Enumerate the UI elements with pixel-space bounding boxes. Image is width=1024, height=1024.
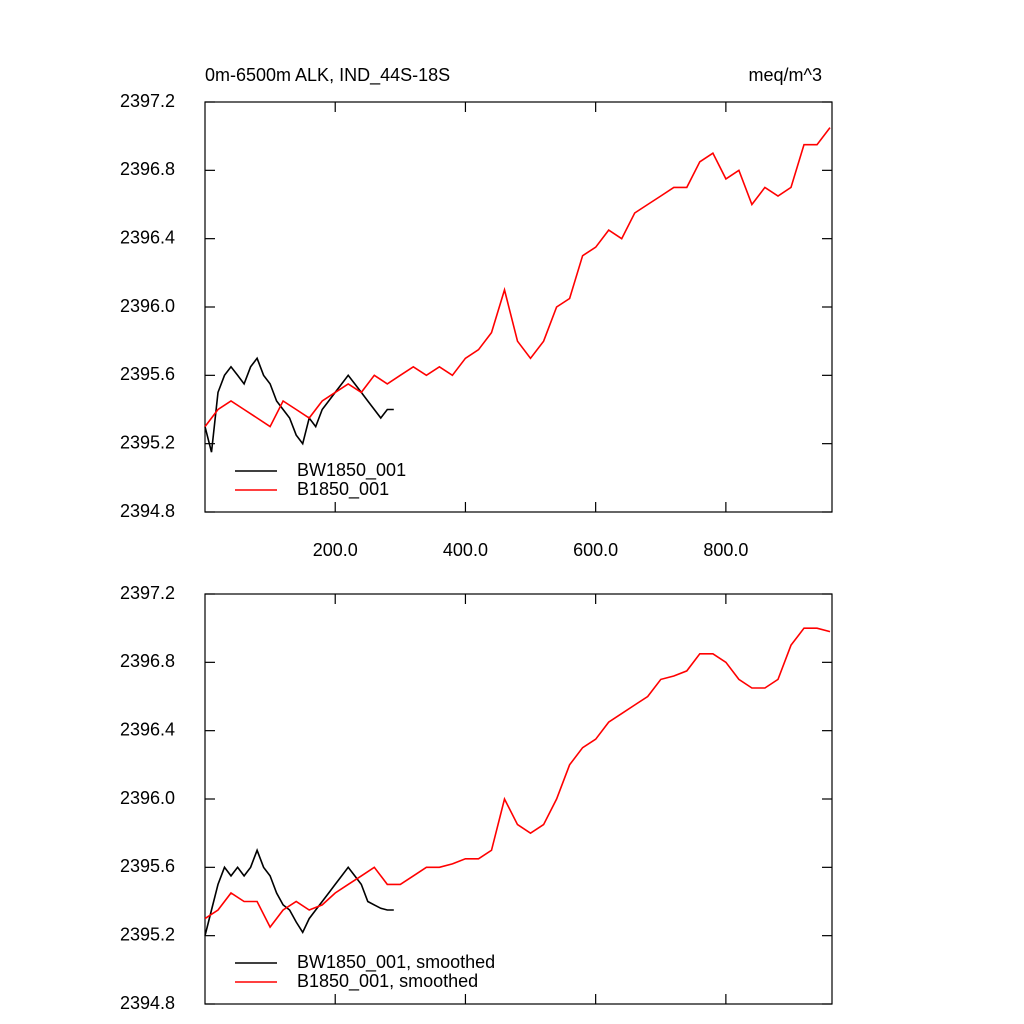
legend-label: BW1850_001 (297, 460, 406, 481)
y-tick-label: 2396.8 (120, 651, 175, 671)
data-line (204, 627, 831, 929)
x-tick-label: 200.0 (313, 540, 358, 560)
chart-title: 0m-6500m ALK, IND_44S-18S (205, 65, 450, 86)
y-tick-label: 2397.2 (120, 91, 175, 111)
y-tick-label: 2396.0 (120, 788, 175, 808)
legend-label: BW1850_001, smoothed (297, 952, 495, 973)
y-tick-label: 2394.8 (120, 993, 175, 1013)
y-tick-label: 2396.4 (120, 227, 175, 247)
legend-label: B1850_001, smoothed (297, 971, 478, 992)
x-tick-label: 400.0 (443, 540, 488, 560)
y-tick-label: 2394.8 (120, 501, 175, 521)
x-tick-label: 600.0 (573, 540, 618, 560)
y-tick-label: 2396.0 (120, 296, 175, 316)
y-tick-label: 2396.8 (120, 159, 175, 179)
y-tick-label: 2395.6 (120, 364, 175, 384)
y-tick-label: 2395.2 (120, 432, 175, 452)
data-line (204, 356, 394, 453)
y-tick-label: 2395.2 (120, 924, 175, 944)
x-tick-label: 800.0 (703, 540, 748, 560)
units-label: meq/m^3 (749, 65, 822, 85)
plot-frame (204, 593, 833, 1005)
data-line (204, 127, 831, 428)
data-line (204, 848, 394, 936)
plot-frame (204, 101, 833, 513)
legend-label: B1850_001 (297, 479, 389, 500)
y-tick-label: 2397.2 (120, 583, 175, 603)
y-tick-label: 2396.4 (120, 719, 175, 739)
y-tick-label: 2395.6 (120, 856, 175, 876)
